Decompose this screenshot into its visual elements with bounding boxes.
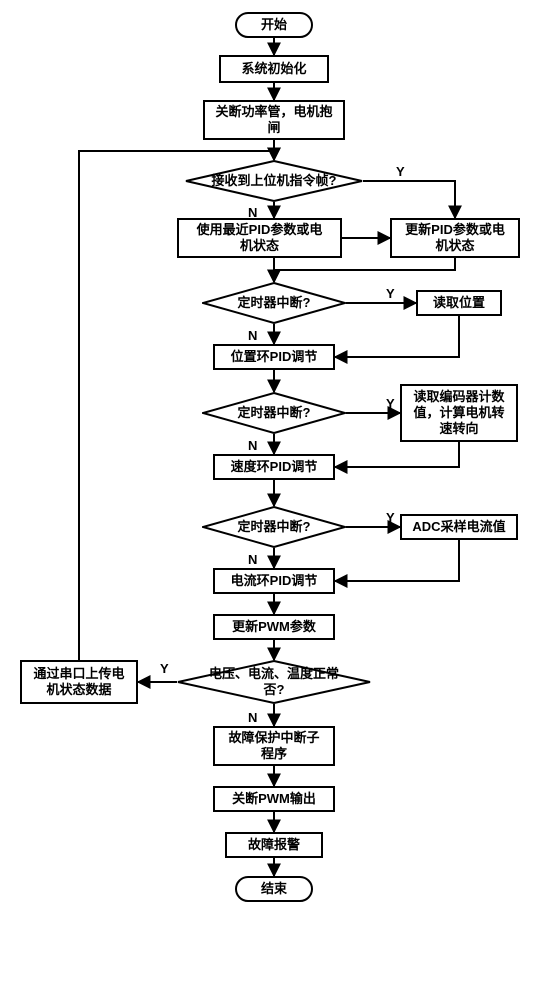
node-alarm: 故障报警: [225, 832, 323, 858]
node-end: 结束: [235, 876, 313, 902]
node-t2: 定时器中断?: [202, 392, 346, 434]
node-label: 开始: [261, 17, 287, 33]
node-label: 读取编码器计数值，计算电机转速转向: [413, 389, 504, 438]
node-label: 更新PWM参数: [232, 619, 316, 635]
node-check: 电压、电流、温度正常否?: [177, 660, 371, 704]
edge-adc-cur_pid: [335, 540, 459, 581]
node-read_enc: 读取编码器计数值，计算电机转速转向: [400, 384, 518, 442]
node-label: 定时器中断?: [220, 519, 329, 535]
node-label: 通过串口上传电机状态数据: [33, 666, 124, 699]
node-fault_sub: 故障保护中断子程序: [213, 726, 335, 766]
node-label: 故障报警: [248, 837, 300, 853]
edge-label: Y: [386, 286, 395, 301]
node-label: 故障保护中断子程序: [228, 730, 319, 763]
node-start: 开始: [235, 12, 313, 38]
node-shutdown: 关断功率管，电机抱闸: [203, 100, 345, 140]
edge-label: N: [248, 205, 257, 220]
node-cur_pid: 电流环PID调节: [213, 568, 335, 594]
node-upload: 通过串口上传电机状态数据: [20, 660, 138, 704]
edge-label: Y: [386, 510, 395, 525]
node-label: 定时器中断?: [220, 295, 329, 311]
node-upd_pwm: 更新PWM参数: [213, 614, 335, 640]
node-use_last: 使用最近PID参数或电机状态: [177, 218, 342, 258]
node-init: 系统初始化: [219, 55, 329, 83]
edge-cmd-update_pid: [363, 181, 455, 218]
node-read_pos: 读取位置: [416, 290, 502, 316]
node-label: 接收到上位机指令帧?: [194, 173, 355, 189]
node-label: 系统初始化: [241, 61, 306, 77]
node-t1: 定时器中断?: [202, 282, 346, 324]
edge-label: N: [248, 328, 257, 343]
node-t3: 定时器中断?: [202, 506, 346, 548]
node-label: 读取位置: [433, 295, 485, 311]
node-label: 关断PWM输出: [232, 791, 316, 807]
node-label: 位置环PID调节: [231, 349, 318, 365]
edge-label: N: [248, 438, 257, 453]
node-spd_pid: 速度环PID调节: [213, 454, 335, 480]
node-label: 速度环PID调节: [231, 459, 318, 475]
edge-label: Y: [386, 396, 395, 411]
node-label: 结束: [261, 881, 287, 897]
edge-label: N: [248, 552, 257, 567]
node-update_pid: 更新PID参数或电机状态: [390, 218, 520, 258]
edge-read_enc-spd_pid: [335, 442, 459, 467]
edge-label: Y: [160, 661, 169, 676]
node-adc: ADC采样电流值: [400, 514, 518, 540]
node-label: ADC采样电流值: [412, 519, 505, 535]
node-label: 电流环PID调节: [231, 573, 318, 589]
node-label: 电压、电流、温度正常否?: [181, 666, 367, 699]
edge-label: N: [248, 710, 257, 725]
node-close_pwm: 关断PWM输出: [213, 786, 335, 812]
edge-update_pid-t1: [274, 258, 455, 282]
edge-label: Y: [396, 164, 405, 179]
flowchart-canvas: 开始系统初始化关断功率管，电机抱闸接收到上位机指令帧? 使用最近PID参数或电机状…: [0, 0, 557, 1000]
node-label: 使用最近PID参数或电机状态: [197, 222, 323, 255]
node-label: 关断功率管，电机抱闸: [215, 104, 332, 137]
node-label: 定时器中断?: [220, 405, 329, 421]
node-label: 更新PID参数或电机状态: [405, 222, 505, 255]
node-cmd: 接收到上位机指令帧?: [185, 160, 363, 202]
node-pos_pid: 位置环PID调节: [213, 344, 335, 370]
edge-read_pos-pos_pid: [335, 316, 459, 357]
